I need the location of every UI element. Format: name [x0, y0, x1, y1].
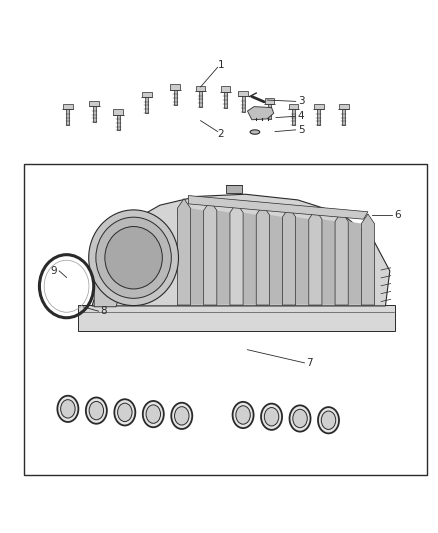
Ellipse shape — [117, 403, 132, 422]
Bar — [92, 106, 96, 122]
Ellipse shape — [60, 400, 75, 418]
Polygon shape — [230, 203, 243, 305]
Text: 9: 9 — [50, 266, 57, 276]
Ellipse shape — [236, 406, 251, 424]
Polygon shape — [283, 207, 296, 305]
Polygon shape — [191, 208, 204, 304]
Bar — [66, 109, 70, 125]
Bar — [224, 92, 227, 108]
Text: 2: 2 — [218, 129, 224, 139]
Ellipse shape — [86, 398, 107, 424]
Bar — [113, 109, 123, 115]
Bar — [265, 98, 274, 103]
Bar — [170, 84, 180, 90]
Bar — [241, 96, 245, 112]
Polygon shape — [92, 194, 390, 306]
Bar — [89, 101, 99, 106]
Bar — [199, 91, 202, 107]
Polygon shape — [217, 211, 230, 304]
Bar — [339, 104, 349, 109]
Polygon shape — [269, 215, 283, 304]
Ellipse shape — [96, 217, 171, 298]
Text: 6: 6 — [394, 210, 401, 220]
FancyBboxPatch shape — [78, 305, 395, 331]
Text: 1: 1 — [218, 60, 224, 70]
Bar — [289, 104, 298, 109]
Polygon shape — [247, 107, 274, 120]
Polygon shape — [296, 217, 309, 304]
Ellipse shape — [143, 401, 164, 427]
Polygon shape — [361, 214, 374, 305]
Bar — [24, 164, 427, 474]
Ellipse shape — [261, 403, 282, 430]
Text: 8: 8 — [101, 306, 107, 316]
Polygon shape — [204, 201, 217, 305]
Polygon shape — [335, 212, 348, 305]
Polygon shape — [348, 221, 361, 304]
Ellipse shape — [318, 407, 339, 433]
Text: 5: 5 — [298, 125, 304, 135]
Polygon shape — [177, 199, 191, 305]
Ellipse shape — [321, 411, 336, 430]
Polygon shape — [256, 205, 269, 305]
Bar — [342, 109, 346, 125]
Ellipse shape — [114, 399, 135, 425]
Text: 3: 3 — [298, 96, 304, 107]
Ellipse shape — [293, 409, 307, 427]
Polygon shape — [322, 219, 335, 304]
Polygon shape — [94, 258, 120, 307]
Bar — [63, 104, 73, 109]
Polygon shape — [309, 209, 322, 305]
Ellipse shape — [265, 408, 279, 426]
Bar — [314, 104, 324, 109]
Bar — [142, 92, 152, 97]
Ellipse shape — [105, 227, 162, 289]
Ellipse shape — [250, 130, 260, 134]
Ellipse shape — [88, 210, 179, 305]
Bar — [226, 185, 242, 193]
Bar — [317, 109, 321, 125]
Ellipse shape — [233, 402, 254, 428]
Bar — [117, 115, 120, 130]
Ellipse shape — [146, 405, 160, 423]
Ellipse shape — [89, 401, 103, 420]
Polygon shape — [243, 213, 256, 304]
Polygon shape — [188, 196, 368, 219]
Ellipse shape — [57, 395, 78, 422]
Bar — [173, 90, 177, 106]
Bar — [145, 97, 148, 113]
Bar — [268, 103, 271, 119]
Ellipse shape — [290, 405, 311, 432]
Bar — [292, 109, 295, 125]
Ellipse shape — [174, 407, 189, 425]
Bar — [238, 91, 248, 96]
Text: 7: 7 — [307, 358, 313, 368]
Ellipse shape — [171, 403, 192, 429]
Text: 4: 4 — [298, 111, 304, 122]
Bar — [196, 86, 205, 91]
Bar — [221, 86, 230, 92]
